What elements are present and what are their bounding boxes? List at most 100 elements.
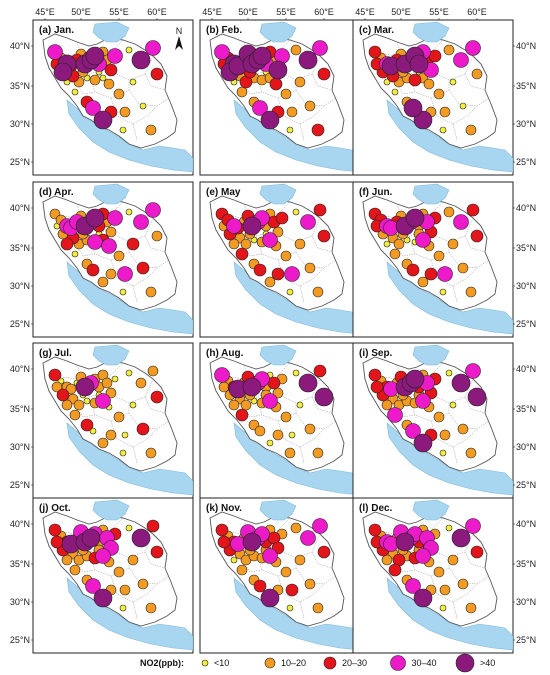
station-marker	[465, 124, 477, 136]
caspian-sea	[92, 344, 130, 366]
station-marker	[69, 409, 81, 421]
station-marker	[127, 554, 139, 566]
station-marker	[304, 100, 316, 112]
station-marker	[119, 604, 127, 612]
station-marker	[146, 519, 160, 533]
province-border	[144, 73, 166, 91]
legend-swatch	[455, 653, 475, 673]
legend-label: 20–30	[342, 658, 367, 668]
station-marker	[230, 556, 238, 564]
lat-tick-label: 40°N	[10, 203, 30, 213]
station-marker	[286, 604, 294, 612]
station-marker	[465, 286, 477, 298]
province-border	[144, 235, 166, 253]
station-marker	[391, 88, 399, 96]
station-marker	[428, 49, 442, 63]
panel-label: (b) Feb.	[206, 25, 242, 36]
station-marker	[113, 411, 125, 423]
panel-label: (f) Jun.	[359, 187, 393, 198]
lat-tick-label: 35°N	[10, 404, 30, 414]
station-marker	[147, 365, 159, 377]
station-marker	[50, 535, 64, 549]
station-marker	[131, 528, 151, 548]
legend-item: >40	[455, 653, 495, 673]
station-marker	[95, 548, 111, 564]
province-border	[311, 551, 333, 569]
station-marker	[408, 73, 422, 87]
station-marker	[389, 248, 401, 260]
lon-tick-label: 45°E	[202, 7, 222, 17]
lat-tick-label: 25°N	[10, 480, 30, 490]
lat-tick-label: 40°N	[10, 41, 30, 51]
station-marker	[71, 250, 79, 258]
station-marker	[136, 422, 150, 436]
station-marker	[125, 524, 133, 532]
persian-gulf	[386, 422, 513, 496]
station-marker	[48, 523, 62, 537]
station-marker	[81, 528, 101, 548]
station-marker	[150, 390, 164, 404]
station-marker	[129, 401, 137, 409]
station-marker	[285, 583, 299, 597]
lon-tick-label: 55°E	[276, 7, 296, 17]
station-marker	[242, 216, 262, 236]
station-marker	[103, 78, 115, 90]
province-border	[128, 89, 170, 107]
province-border	[299, 123, 305, 141]
station-marker	[145, 40, 161, 56]
caspian-sea	[412, 183, 450, 205]
province-border	[452, 446, 458, 464]
station-marker	[453, 52, 469, 68]
station-marker	[226, 218, 242, 234]
station-marker	[51, 381, 63, 393]
station-marker	[262, 548, 278, 564]
province-border	[311, 73, 333, 91]
legend-swatch	[390, 655, 406, 671]
station-marker	[105, 429, 117, 441]
station-marker	[465, 40, 481, 56]
station-marker	[424, 267, 438, 281]
station-marker	[125, 208, 133, 216]
station-marker	[240, 238, 252, 250]
caspian-sea	[259, 344, 297, 366]
station-marker	[393, 238, 405, 250]
station-marker	[275, 211, 289, 225]
lat-tick-label: 30°N	[10, 119, 30, 129]
persian-gulf	[66, 261, 193, 335]
station-marker	[93, 110, 113, 130]
station-marker	[129, 78, 137, 86]
station-marker	[286, 106, 298, 118]
station-marker	[260, 110, 280, 130]
lon-tick-label: 50°E	[238, 7, 258, 17]
lat-tick-label: 30°N	[10, 442, 30, 452]
station-marker	[443, 206, 455, 218]
lat-tick-label: 40°N	[516, 41, 536, 51]
legend-label: 10–20	[281, 658, 306, 668]
station-marker	[304, 578, 316, 590]
station-marker	[296, 401, 304, 409]
lat-tick-label: 35°N	[516, 404, 536, 414]
station-marker	[252, 46, 272, 66]
province-border	[464, 73, 486, 91]
station-marker	[133, 214, 149, 230]
station-marker	[139, 102, 147, 110]
station-marker	[381, 554, 393, 566]
station-marker	[294, 76, 306, 88]
lat-tick-label: 25°N	[10, 635, 30, 645]
station-marker	[415, 232, 431, 248]
station-marker	[268, 60, 288, 80]
caspian-sea	[412, 344, 450, 366]
legend-item: 20–30	[323, 656, 367, 670]
panel-label: (k) Nov.	[206, 503, 242, 514]
lat-tick-label: 40°N	[516, 364, 536, 374]
station-marker	[218, 381, 230, 393]
station-marker	[449, 401, 457, 409]
station-marker	[151, 230, 163, 242]
station-marker	[286, 126, 294, 134]
province-border	[299, 601, 305, 619]
station-marker	[415, 548, 431, 564]
province-border	[144, 396, 166, 414]
lat-tick-label: 25°N	[516, 635, 536, 645]
lat-tick-label: 40°N	[516, 203, 536, 213]
station-marker	[451, 373, 471, 393]
